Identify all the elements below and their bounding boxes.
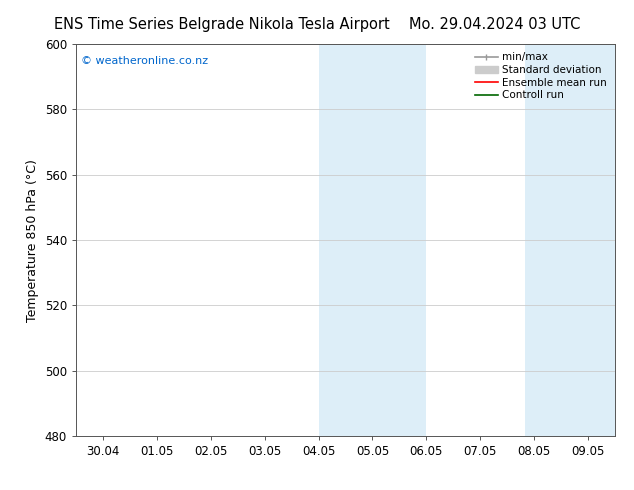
Y-axis label: Temperature 850 hPa (°C): Temperature 850 hPa (°C)	[26, 159, 39, 321]
Text: © weatheronline.co.nz: © weatheronline.co.nz	[81, 56, 209, 66]
Legend: min/max, Standard deviation, Ensemble mean run, Controll run: min/max, Standard deviation, Ensemble me…	[472, 49, 610, 103]
Bar	[561, 44, 615, 436]
Bar	[373, 44, 426, 436]
Bar	[525, 44, 561, 436]
Text: ENS Time Series Belgrade Nikola Tesla Airport: ENS Time Series Belgrade Nikola Tesla Ai…	[54, 17, 390, 32]
Text: Mo. 29.04.2024 03 UTC: Mo. 29.04.2024 03 UTC	[409, 17, 580, 32]
Bar	[319, 44, 373, 436]
